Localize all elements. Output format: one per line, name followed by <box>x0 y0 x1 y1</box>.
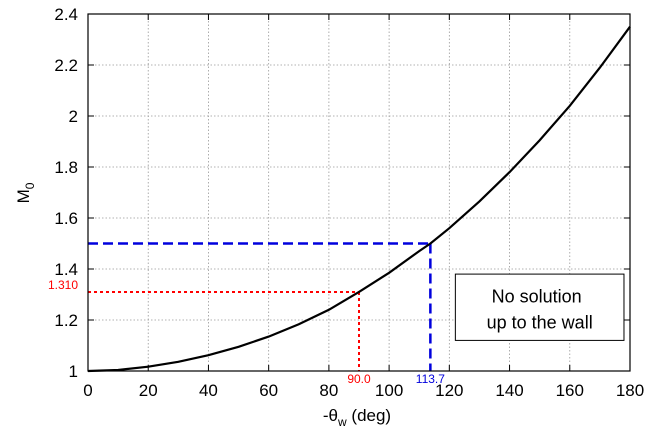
x-axis-label-suffix: (deg) <box>347 406 391 425</box>
x-axis-label: -θw (deg) <box>323 406 391 429</box>
reference-markers <box>88 242 432 371</box>
y-tick-label: 1.2 <box>54 311 78 330</box>
y-tick-label: 2 <box>69 107 78 126</box>
x-axis-label-subscript: w <box>337 415 347 429</box>
x-tick-label: 20 <box>139 381 158 400</box>
y-tick-label: 1 <box>69 362 78 381</box>
x-tick-label: 100 <box>375 381 403 400</box>
y-tick-label: 1.4 <box>54 260 78 279</box>
x-tick-label: 40 <box>199 381 218 400</box>
y-tick-label: 2.4 <box>54 5 78 24</box>
x-tick-label: 140 <box>495 381 523 400</box>
x-tick-label: 0 <box>83 381 92 400</box>
annotation-frame <box>454 273 625 341</box>
x-tick-label: 180 <box>616 381 644 400</box>
annotation-box: No solution up to the wall <box>454 273 625 341</box>
y-tick-label: 1.8 <box>54 158 78 177</box>
y-axis-label-main: M <box>14 189 33 203</box>
y-tick-label: 1.6 <box>54 209 78 228</box>
y-tick-label: 2.2 <box>54 56 78 75</box>
annotation-line-2: up to the wall <box>487 312 593 332</box>
plot-frame <box>87 13 631 372</box>
marker-x-label: 90.0 <box>347 372 371 386</box>
y-axis-label-subscript: 0 <box>23 182 37 189</box>
y-axis-label: M0 <box>14 182 37 203</box>
marker-x-label: 113.7 <box>416 372 445 386</box>
x-tick-label: 80 <box>319 381 338 400</box>
x-tick-labels: 0 20 40 60 80 100 120 140 160 180 <box>83 381 644 400</box>
y-tick-labels: 1 1.2 1.4 1.6 1.8 2 2.2 2.4 <box>54 5 78 381</box>
annotation-line-1: No solution <box>492 286 582 306</box>
series-line <box>87 26 631 373</box>
x-tick-label: 120 <box>435 381 463 400</box>
marker-y-label: 1.310 <box>48 278 78 292</box>
marker-labels: 90.0 1.310 113.7 <box>48 278 445 386</box>
x-axis-label-prefix: -θ <box>323 406 338 425</box>
x-tick-label: 60 <box>259 381 278 400</box>
x-tick-label: 160 <box>556 381 584 400</box>
